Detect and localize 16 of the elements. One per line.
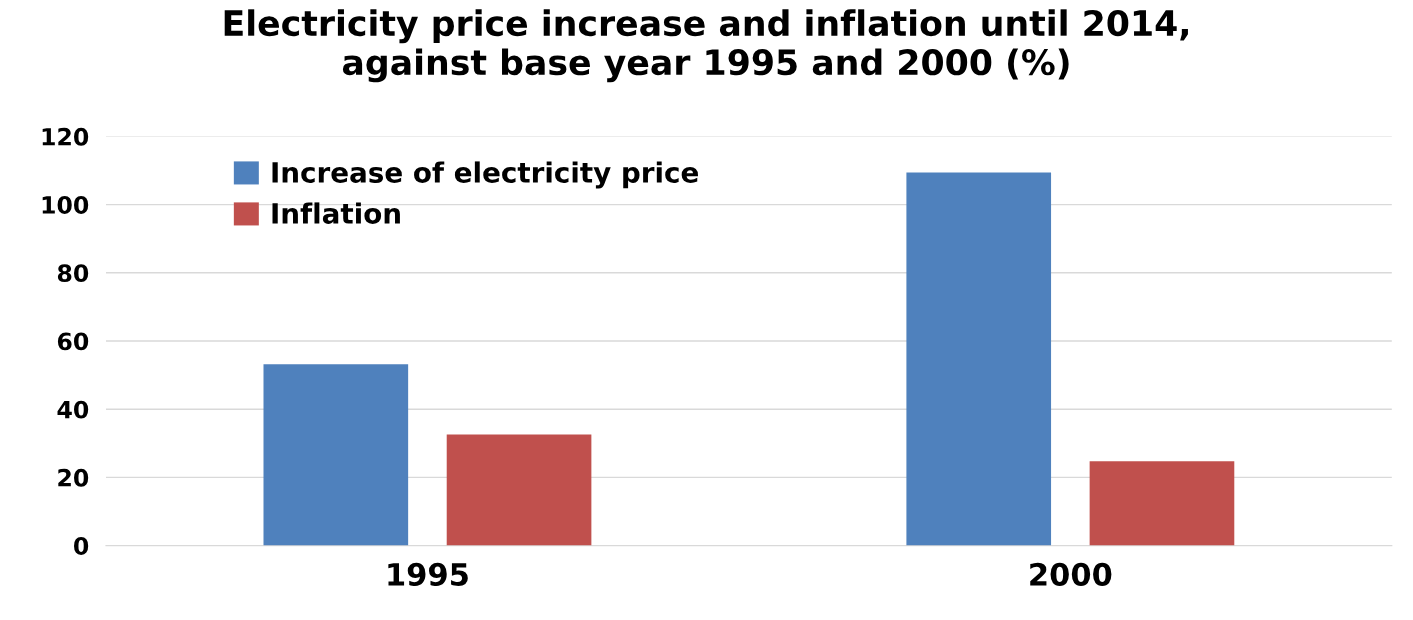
y-tick-label: 100 — [42, 196, 89, 214]
y-tick-label: 120 — [42, 127, 89, 146]
y-tick-label: 40 — [57, 400, 89, 419]
legend-label: Increase of electricity price — [272, 161, 698, 189]
x-tick-label: 2000 — [1030, 562, 1112, 586]
y-tick-label: 80 — [57, 264, 89, 283]
y-tick-label: 0 — [74, 537, 89, 555]
bar — [263, 364, 409, 546]
bar — [1089, 461, 1235, 546]
bar — [906, 172, 1052, 546]
legend-label: Inflation — [272, 202, 400, 224]
bar — [446, 434, 592, 546]
y-tick-label: 60 — [57, 332, 89, 351]
x-tick-label: 1995 — [388, 562, 468, 586]
chart-title: Electricity price increase and inflation until 2014, against base year 1995 and 2000 (%) — [224, 9, 1188, 83]
y-tick-label: 20 — [58, 468, 89, 487]
